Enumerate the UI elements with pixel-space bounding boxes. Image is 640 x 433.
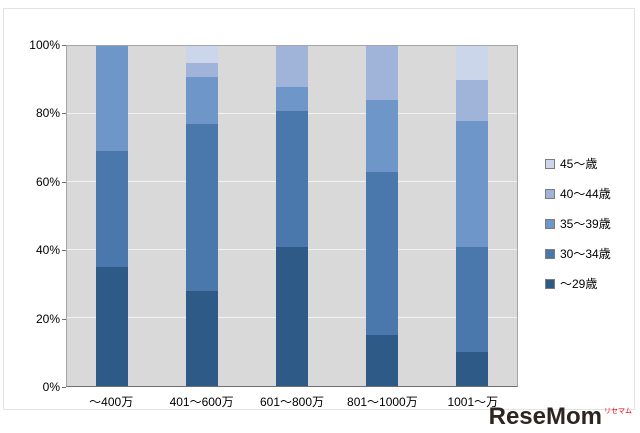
x-category-label: 601～800万 — [259, 395, 325, 409]
legend-color-swatch — [545, 158, 555, 169]
legend-color-swatch — [545, 218, 555, 229]
legend-color-swatch — [545, 278, 555, 289]
bar-segment — [456, 46, 488, 81]
x-category-label: 401～600万 — [169, 395, 234, 409]
bar-segment — [366, 171, 398, 335]
y-tick-mark — [62, 318, 66, 320]
y-tick-mark — [62, 250, 66, 252]
stacked-bar — [276, 46, 308, 386]
legend-item: ～29歳 — [545, 275, 611, 292]
y-tick-mark — [62, 181, 66, 183]
y-tick-label: 20% — [35, 311, 60, 326]
bar-segment — [366, 100, 398, 172]
legend-color-swatch — [545, 188, 555, 199]
bar-slot — [337, 46, 427, 386]
bar-slot — [247, 46, 337, 386]
legend-color-swatch — [545, 248, 555, 259]
stacked-bar — [366, 46, 398, 386]
y-tick-label: 80% — [35, 106, 60, 121]
chart-legend: 45～歳 40～44歳 35～39歳 30～34歳 ～29歳 — [545, 155, 611, 305]
bar-slot — [157, 46, 247, 386]
legend-label: 45～歳 — [560, 157, 598, 171]
y-tick-label: 100% — [29, 38, 60, 52]
resemom-logo: ReseMom リセマム — [489, 405, 632, 429]
bar-segment — [456, 352, 488, 386]
legend-item: 40～44歳 — [545, 185, 611, 202]
bar-segment — [366, 46, 398, 101]
stacked-bar — [186, 46, 218, 386]
bar-segment — [276, 110, 308, 247]
stacked-bar — [96, 46, 128, 386]
legend-item: 35～39歳 — [545, 215, 611, 232]
bar-segment — [456, 80, 488, 121]
bar-segment — [276, 46, 308, 87]
y-tick-label: 40% — [35, 243, 60, 258]
y-tick-label: 60% — [35, 174, 60, 189]
legend-item: 45～歳 — [545, 155, 611, 172]
x-category-label: 801～1000万 — [347, 395, 418, 409]
legend-label: 30～34歳 — [560, 247, 611, 261]
bar-slot — [427, 46, 517, 386]
legend-item: 30～34歳 — [545, 245, 611, 262]
bar-segment — [186, 46, 218, 64]
bar-segment — [96, 151, 128, 267]
bar-segment — [186, 124, 218, 291]
y-tick-label: 0% — [42, 380, 60, 394]
legend-label: 35～39歳 — [560, 217, 611, 231]
x-axis-labels: ～400万 401～600万 601～800万 801～1000万 1001～万 — [66, 393, 518, 413]
stacked-bar — [456, 46, 488, 386]
plot-area — [66, 45, 518, 387]
bar-segment — [366, 335, 398, 386]
resemom-logo-text: ReseMom — [488, 403, 602, 430]
bar-segment — [456, 246, 488, 352]
bar-segment — [456, 120, 488, 247]
bar-segment — [186, 63, 218, 77]
bar-segment — [276, 246, 308, 386]
bar-segment — [276, 86, 308, 111]
bar-segment — [186, 290, 218, 386]
x-category-label: ～400万 — [89, 395, 134, 409]
legend-label: ～29歳 — [560, 277, 598, 291]
legend-label: 40～44歳 — [560, 187, 611, 201]
x-category-label: 1001～万 — [447, 395, 499, 409]
y-tick-mark — [62, 45, 66, 46]
bar-segment — [96, 46, 128, 152]
chart-frame: 0% 20% 40% 60% 80% 100% ～400万 401～600万 601～800万… — [3, 8, 635, 410]
bar-segment — [96, 267, 128, 386]
bar-segment — [186, 76, 218, 125]
y-tick-mark — [62, 387, 66, 388]
bar-slot — [67, 46, 157, 386]
y-axis-labels: 0% 20% 40% 60% 80% 100% — [4, 38, 60, 394]
y-tick-mark — [62, 113, 66, 115]
resemom-logo-subtext: リセマム — [604, 408, 632, 415]
